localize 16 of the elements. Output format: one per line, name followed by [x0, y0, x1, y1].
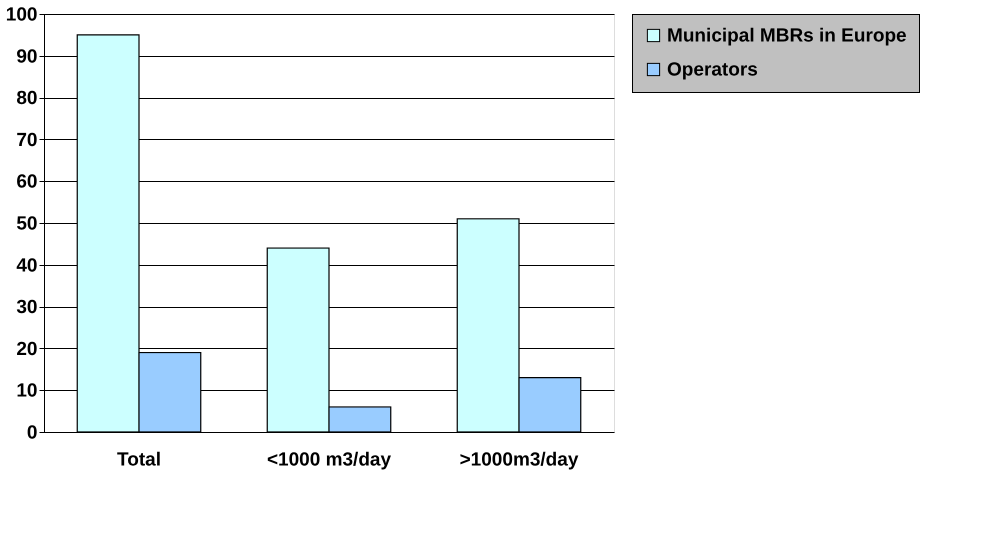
- y-tick-label: 60: [16, 172, 38, 193]
- legend-label: Municipal MBRs in Europe: [667, 26, 907, 46]
- y-tick-label: 50: [16, 214, 38, 234]
- y-tick-label: 80: [16, 88, 38, 110]
- x-tick-label: >1000m3/day: [460, 450, 579, 470]
- y-tick-label: 70: [16, 130, 38, 151]
- y-tick-label: 40: [16, 255, 38, 276]
- legend-label: Operators: [667, 60, 758, 80]
- x-tick-label: Total: [117, 450, 161, 470]
- y-tick-label: 30: [16, 297, 38, 318]
- y-tick-label: 0: [26, 422, 38, 444]
- y-tick-label: 100: [6, 4, 38, 26]
- x-tick-label: <1000 m3/day: [266, 450, 392, 470]
- y-tick-label: 10: [16, 380, 38, 402]
- y-tick-label: 90: [16, 46, 38, 68]
- y-tick-label: 20: [16, 338, 38, 360]
